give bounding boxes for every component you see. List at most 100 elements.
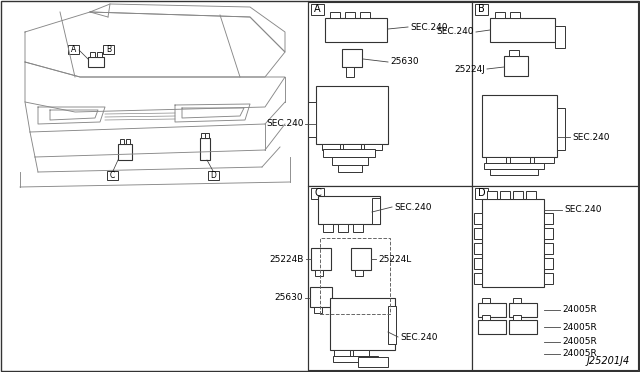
- Text: A: A: [314, 4, 321, 15]
- Text: C: C: [314, 189, 321, 199]
- Bar: [500, 191, 510, 199]
- Text: 25630: 25630: [275, 294, 303, 302]
- Bar: [388, 306, 396, 344]
- Bar: [68, 45, 79, 54]
- Text: 24005R: 24005R: [562, 305, 596, 314]
- Bar: [544, 213, 553, 224]
- Bar: [343, 144, 361, 150]
- Bar: [323, 224, 333, 232]
- Text: 25224J: 25224J: [454, 64, 485, 74]
- Bar: [201, 133, 205, 138]
- Bar: [88, 57, 104, 67]
- Bar: [490, 169, 538, 175]
- Bar: [325, 18, 387, 42]
- Bar: [107, 171, 118, 180]
- Bar: [510, 12, 520, 18]
- Bar: [311, 248, 331, 270]
- Bar: [314, 307, 322, 313]
- Bar: [555, 26, 565, 48]
- Bar: [474, 258, 482, 269]
- Text: SEC.240: SEC.240: [410, 22, 447, 32]
- Text: SEC.240: SEC.240: [564, 205, 602, 215]
- Text: 25224L: 25224L: [378, 254, 412, 263]
- Bar: [315, 270, 323, 276]
- Bar: [333, 356, 378, 362]
- Bar: [544, 273, 553, 284]
- Bar: [332, 157, 368, 165]
- Bar: [372, 198, 380, 224]
- Bar: [475, 188, 488, 199]
- Bar: [103, 45, 114, 54]
- Bar: [478, 303, 506, 317]
- Bar: [316, 86, 388, 144]
- Bar: [342, 49, 362, 67]
- Bar: [474, 228, 482, 239]
- Bar: [482, 298, 490, 303]
- Bar: [482, 199, 544, 287]
- Bar: [484, 163, 544, 169]
- Bar: [318, 196, 380, 224]
- Bar: [308, 186, 472, 370]
- Bar: [308, 102, 316, 137]
- Bar: [544, 243, 553, 254]
- Text: 24005R: 24005R: [562, 337, 596, 346]
- Bar: [513, 191, 523, 199]
- Bar: [474, 273, 482, 284]
- Bar: [346, 67, 354, 77]
- Text: D: D: [477, 189, 485, 199]
- Bar: [474, 243, 482, 254]
- Bar: [351, 248, 371, 270]
- Bar: [320, 238, 390, 314]
- Bar: [504, 56, 528, 76]
- Text: SEC.240: SEC.240: [394, 202, 431, 212]
- Bar: [472, 2, 638, 186]
- Text: 24005R: 24005R: [562, 350, 596, 359]
- Bar: [205, 133, 209, 138]
- Text: SEC.240: SEC.240: [266, 119, 304, 128]
- Bar: [544, 228, 553, 239]
- Bar: [510, 157, 530, 163]
- Text: B: B: [106, 45, 111, 54]
- Bar: [475, 4, 488, 15]
- Bar: [474, 213, 482, 224]
- Bar: [334, 350, 350, 356]
- Bar: [311, 188, 324, 199]
- Bar: [360, 12, 370, 18]
- Text: D: D: [211, 171, 216, 180]
- Bar: [338, 224, 348, 232]
- Bar: [208, 171, 219, 180]
- Bar: [478, 320, 506, 334]
- Bar: [487, 191, 497, 199]
- Text: A: A: [71, 45, 76, 54]
- Bar: [482, 315, 490, 320]
- Bar: [509, 303, 537, 317]
- Bar: [557, 108, 565, 150]
- Bar: [200, 138, 210, 160]
- Bar: [330, 298, 395, 350]
- Bar: [353, 224, 363, 232]
- Bar: [308, 2, 472, 186]
- Text: SEC.240: SEC.240: [400, 333, 438, 341]
- Bar: [495, 12, 505, 18]
- Text: B: B: [478, 4, 485, 15]
- Bar: [482, 95, 557, 157]
- Bar: [486, 157, 506, 163]
- Bar: [472, 186, 638, 370]
- Bar: [322, 144, 340, 150]
- Text: SEC.240: SEC.240: [572, 132, 609, 141]
- Text: J25201J4: J25201J4: [587, 356, 630, 366]
- Bar: [526, 191, 536, 199]
- Bar: [358, 357, 388, 367]
- Bar: [490, 18, 555, 42]
- Bar: [90, 52, 95, 57]
- Bar: [97, 52, 102, 57]
- Bar: [330, 12, 340, 18]
- Bar: [323, 149, 375, 157]
- Text: SEC.240: SEC.240: [436, 28, 474, 36]
- Text: 25630: 25630: [390, 58, 419, 67]
- Bar: [353, 350, 369, 356]
- Bar: [310, 287, 332, 307]
- Bar: [126, 139, 130, 144]
- Bar: [364, 144, 382, 150]
- Bar: [513, 298, 521, 303]
